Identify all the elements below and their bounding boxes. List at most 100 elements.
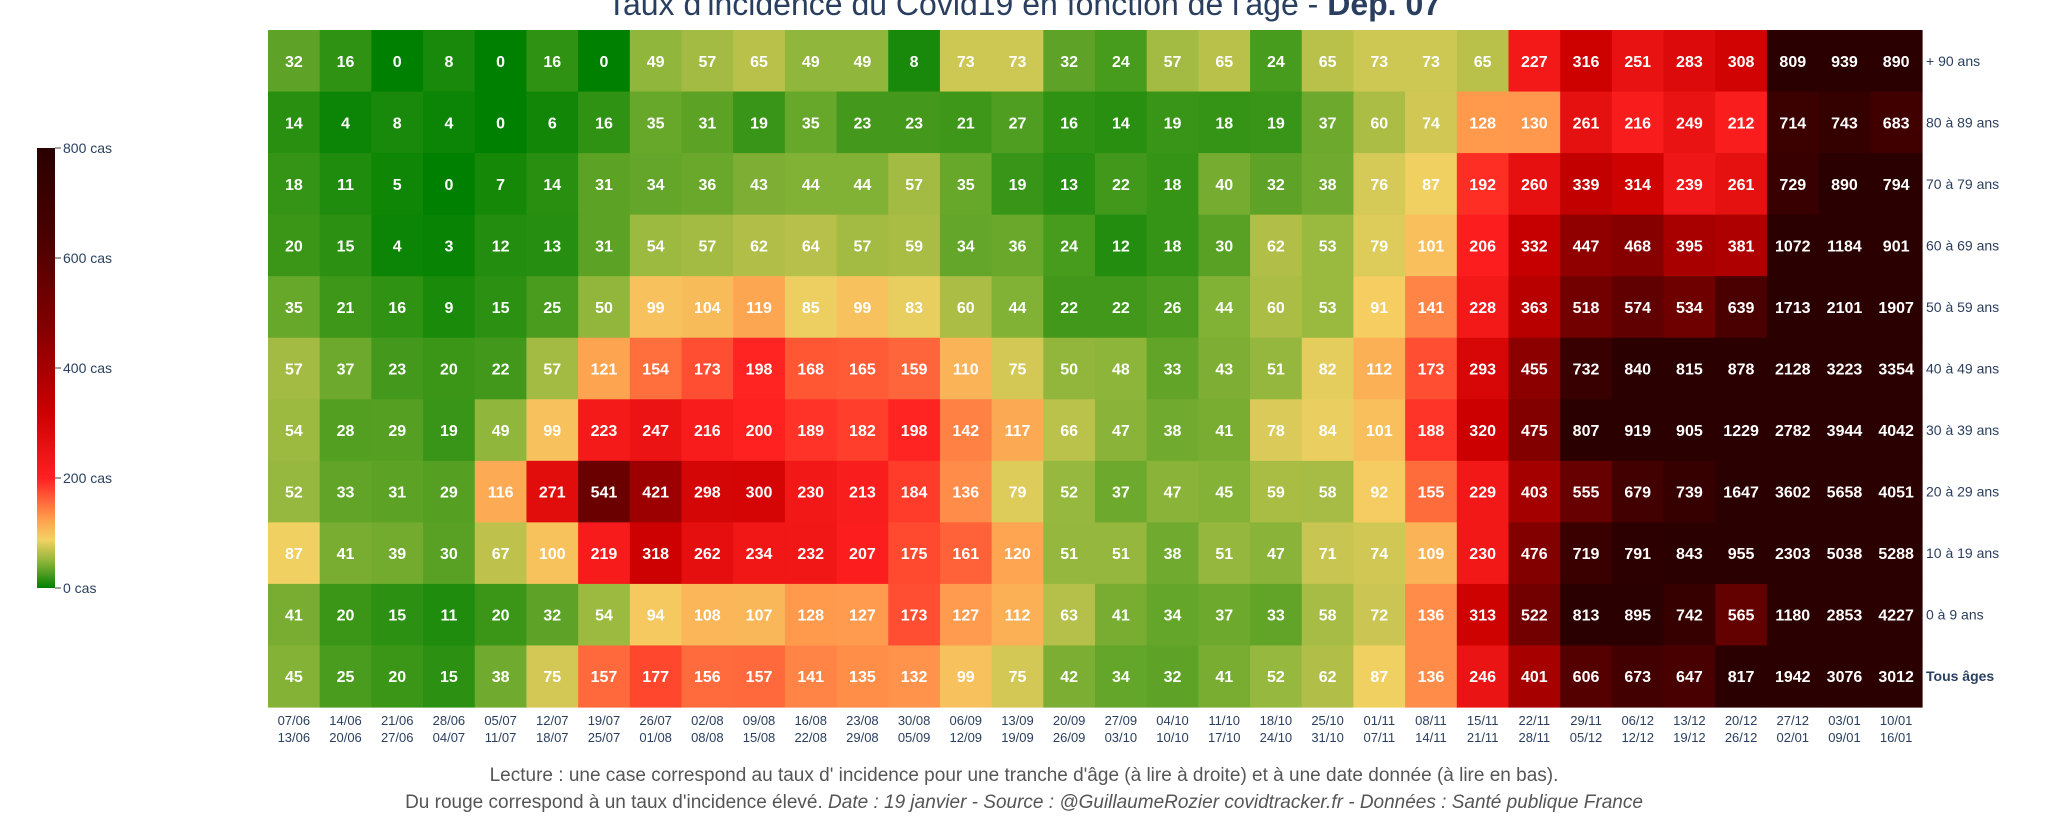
- cell-value-label: 100: [539, 546, 566, 563]
- cell-value-label: 14: [285, 115, 303, 132]
- cell-value-label: 0: [444, 177, 453, 194]
- cell-value-label: 101: [1366, 423, 1393, 440]
- cell-value-label: 16: [595, 115, 613, 132]
- heatmap-cell: [1560, 337, 1613, 400]
- cell-value-label: 19: [440, 423, 458, 440]
- heatmap-cell: [371, 337, 424, 400]
- x-tick-label: 14/06: [329, 713, 362, 728]
- x-tick-label: 19/12: [1673, 730, 1706, 745]
- heatmap-cell: [1766, 460, 1820, 523]
- heatmap-cell: [1301, 399, 1355, 462]
- cell-value-label: 99: [957, 669, 975, 686]
- heatmap-cell: [1611, 153, 1665, 216]
- cell-value-label: 13: [1060, 177, 1078, 194]
- cell-value-label: 239: [1676, 177, 1703, 194]
- cell-value-label: 71: [1319, 546, 1337, 563]
- heatmap-cell: [578, 337, 631, 400]
- cell-value-label: 4042: [1878, 423, 1914, 440]
- heatmap-cell: [1508, 91, 1561, 154]
- cell-value-label: 574: [1624, 300, 1651, 317]
- x-tick-label: 20/09: [1053, 713, 1086, 728]
- heatmap-cell: [1301, 460, 1355, 523]
- heatmap-cell: [1405, 276, 1458, 339]
- heatmap-cell: [1146, 337, 1199, 400]
- cell-value-label: 895: [1624, 608, 1651, 625]
- x-tick-label: 06/09: [950, 713, 983, 728]
- footer-line-2b: Date : 19 janvier - Source : @GuillaumeR…: [828, 792, 1643, 813]
- heatmap-cell: [1818, 522, 1871, 585]
- cell-value-label: 33: [1164, 362, 1182, 379]
- heatmap-cell: [1301, 214, 1355, 277]
- heatmap-cell: [268, 30, 321, 93]
- x-tick-label: 05/07: [484, 713, 517, 728]
- cell-value-label: 283: [1676, 54, 1703, 71]
- x-tick-label: 25/07: [588, 730, 621, 745]
- heatmap-cell: [1715, 522, 1768, 585]
- cell-value-label: 19: [750, 115, 768, 132]
- cell-value-label: 173: [901, 608, 928, 625]
- heatmap-cell: [888, 91, 941, 154]
- x-tick-label: 26/09: [1053, 730, 1086, 745]
- heatmap-cell: [1560, 153, 1613, 216]
- heatmap-cell: [1766, 153, 1820, 216]
- heatmap-cell: [836, 30, 889, 93]
- cell-value-label: 38: [492, 669, 510, 686]
- heatmap-cell: [371, 153, 424, 216]
- cell-value-label: 119: [746, 300, 772, 317]
- heatmap-cell: [1250, 645, 1303, 708]
- heatmap-cell: [1508, 460, 1561, 523]
- heatmap-cell: [629, 399, 683, 462]
- x-tick-label: 13/06: [278, 730, 311, 745]
- cell-value-label: 455: [1521, 362, 1548, 379]
- cell-value-label: 271: [539, 485, 566, 502]
- cell-value-label: 5658: [1827, 485, 1863, 502]
- chart-title: Taux d'incidence du Covid19 en fonction …: [0, 0, 2048, 23]
- x-tick-label: 18/07: [536, 730, 569, 745]
- x-tick-label: 09/01: [1828, 730, 1861, 745]
- heatmap-cell: [888, 583, 941, 647]
- cell-value-label: 447: [1573, 238, 1600, 255]
- heatmap-cell: [1560, 214, 1613, 277]
- heatmap-cell: [733, 30, 786, 93]
- cell-value-label: 878: [1728, 362, 1755, 379]
- cell-value-label: 5038: [1827, 546, 1863, 563]
- cell-value-label: 41: [1215, 423, 1233, 440]
- heatmap-cell: [1456, 460, 1510, 523]
- cell-value-label: 8: [444, 54, 453, 71]
- cell-value-label: 50: [595, 300, 613, 317]
- heatmap-cell: [939, 645, 993, 708]
- cell-value-label: 955: [1728, 546, 1755, 563]
- cell-value-label: 127: [952, 608, 979, 625]
- cell-value-label: 38: [1164, 423, 1182, 440]
- heatmap-cell: [681, 337, 734, 400]
- heatmap-cell: [784, 153, 838, 216]
- heatmap-cell: [1766, 645, 1820, 708]
- heatmap-cell: [629, 645, 683, 708]
- heatmap-cell: [1043, 645, 1096, 708]
- heatmap-cell: [1766, 337, 1820, 400]
- heatmap-cell: [1301, 153, 1355, 216]
- cell-value-label: 157: [746, 669, 773, 686]
- heatmap-cell: [1353, 583, 1406, 647]
- heatmap-cell: [1611, 337, 1665, 400]
- heatmap-cell: [1508, 645, 1561, 708]
- heatmap-cell: [784, 214, 838, 277]
- colorbar-tick-label: 200 cas: [63, 470, 112, 486]
- cell-value-label: 213: [849, 485, 876, 502]
- heatmap-cell: [1508, 337, 1561, 400]
- cell-value-label: 20: [492, 608, 510, 625]
- heatmap-cell: [939, 337, 993, 400]
- cell-value-label: 919: [1624, 423, 1651, 440]
- chart-title-main: Taux d'incidence du Covid19 en fonction …: [606, 0, 1299, 22]
- heatmap-cell: [1095, 522, 1148, 585]
- x-tick-label: 17/10: [1208, 730, 1241, 745]
- heatmap-cell: [1198, 153, 1251, 216]
- cell-value-label: 159: [901, 362, 928, 379]
- cell-value-label: 381: [1728, 238, 1755, 255]
- cell-value-label: 29: [440, 485, 458, 502]
- cell-value-label: 65: [750, 54, 768, 71]
- x-tick-label: 15/11: [1467, 713, 1499, 728]
- cell-value-label: 141: [1418, 300, 1445, 317]
- cell-value-label: 565: [1728, 608, 1755, 625]
- heatmap-cell: [1663, 583, 1716, 647]
